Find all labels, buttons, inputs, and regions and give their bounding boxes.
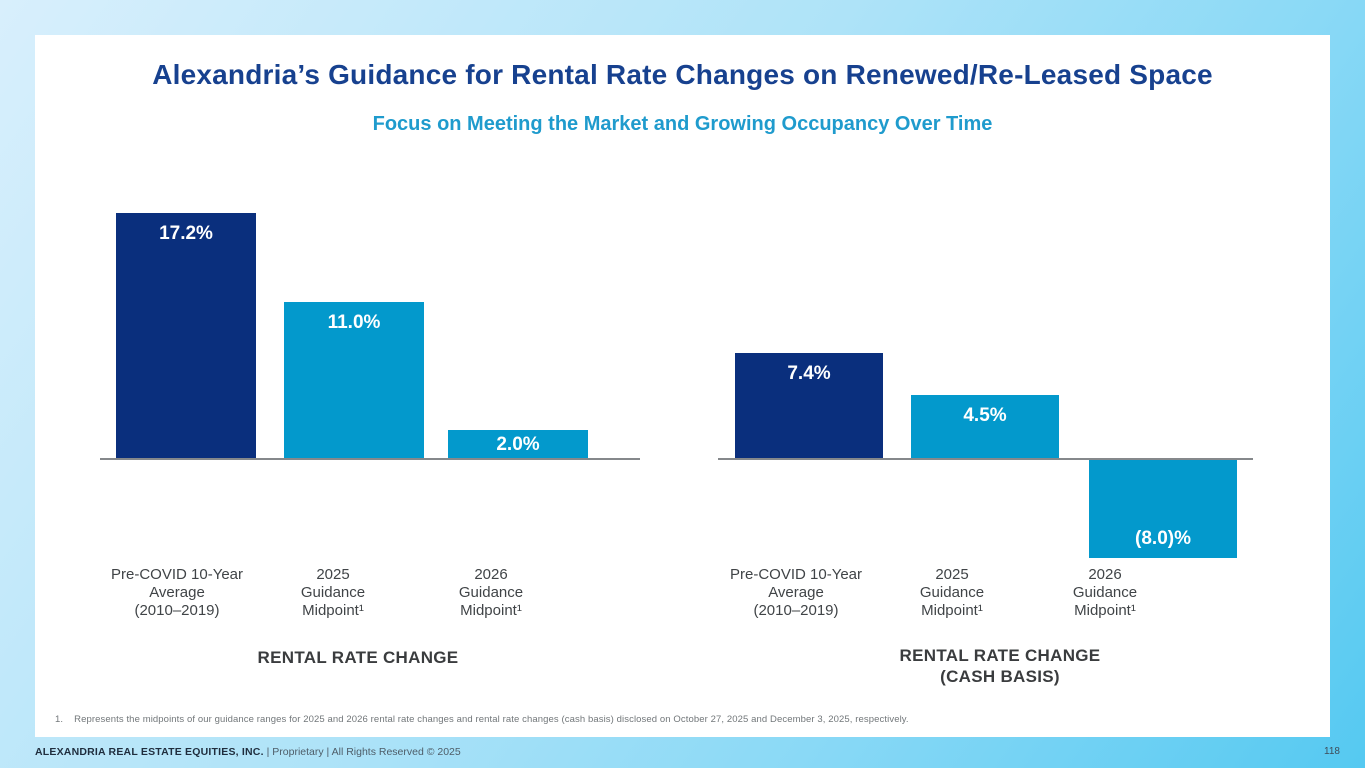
bar-value-label: 7.4%	[787, 363, 831, 384]
slide-subtitle: Focus on Meeting the Market and Growing …	[372, 113, 993, 135]
bar-value-label: 11.0%	[327, 312, 381, 333]
footer-company-name: ALEXANDRIA REAL ESTATE EQUITIES, INC.	[35, 746, 264, 758]
footer-rights: | Proprietary | All Rights Reserved © 20…	[266, 746, 461, 758]
x-axis-line	[100, 458, 640, 460]
bar-value-label: 2.0%	[496, 434, 540, 455]
chart-title-rental-rate-change: RENTAL RATE CHANGE	[257, 648, 459, 667]
footnote: 1. Represents the midpoints of our guida…	[55, 714, 1305, 725]
category-label: Pre-COVID 10-Year Average (2010–2019)	[730, 566, 862, 619]
bar-2025-guidance: 11.0%	[284, 302, 424, 459]
footnote-text: Represents the midpoints of our guidance…	[74, 714, 909, 725]
footer: ALEXANDRIA REAL ESTATE EQUITIES, INC. | …	[35, 746, 935, 758]
category-label: 2026 Guidance Midpoint¹	[458, 566, 524, 619]
x-axis-line	[718, 458, 1253, 460]
bar-value-label: 4.5%	[963, 405, 1007, 426]
footnote-number: 1.	[55, 714, 64, 725]
bar-value-label: (8.0)%	[1135, 528, 1191, 549]
rental-rate-change-chart: 17.2% 11.0% 2.0%	[100, 199, 640, 459]
category-label: 2025 Guidance Midpoint¹	[300, 566, 366, 619]
bar-pre-covid: 7.4%	[735, 353, 883, 460]
bar-2025-guidance: 4.5%	[911, 395, 1059, 460]
bar-pre-covid: 17.2%	[116, 213, 256, 459]
category-label: Pre-COVID 10-Year Average (2010–2019)	[111, 566, 243, 619]
bar-2026-guidance: 2.0%	[448, 430, 588, 459]
bar-value-label: 17.2%	[159, 223, 213, 244]
chart-title-rental-rate-change-cash-basis: RENTAL RATE CHANGE (CASH BASIS)	[899, 646, 1101, 686]
category-label: 2026 Guidance Midpoint¹	[1072, 566, 1138, 619]
slide-title: Alexandria’s Guidance for Rental Rate Ch…	[152, 59, 1213, 90]
page-number: 118	[1324, 746, 1340, 757]
category-label: 2025 Guidance Midpoint¹	[919, 566, 985, 619]
rental-rate-change-cash-basis-chart: 7.4% 4.5% (8.0)%	[718, 340, 1253, 558]
bar-2026-guidance: (8.0)%	[1089, 460, 1237, 558]
